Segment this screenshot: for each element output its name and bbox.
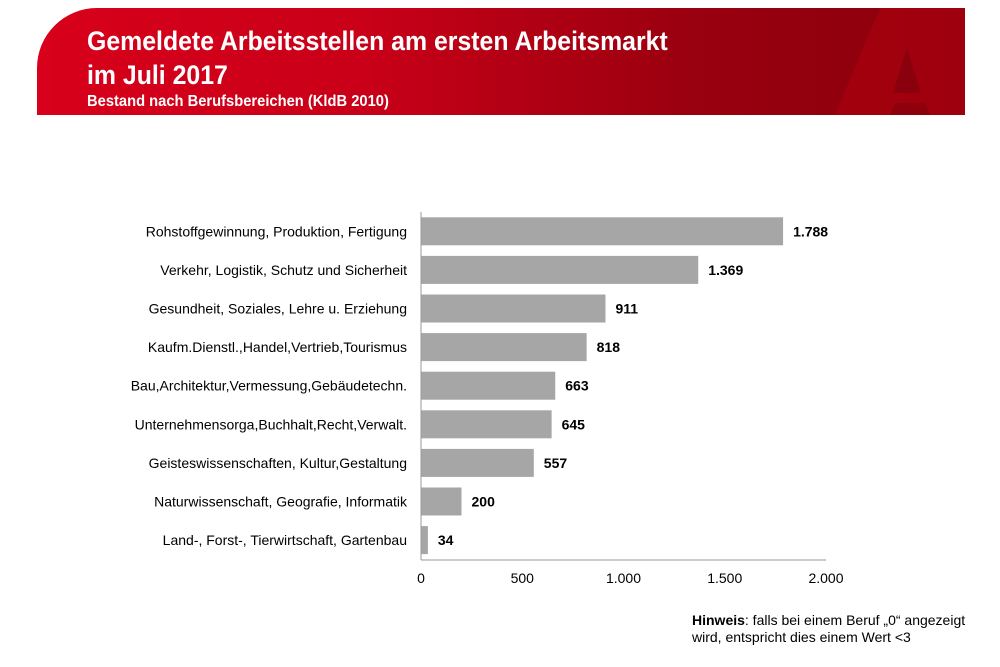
page-title: Gemeldete Arbeitsstellen am ersten Arbei… — [87, 26, 668, 90]
value-label: 818 — [597, 339, 621, 355]
value-label: 200 — [472, 494, 496, 510]
agency-logo-icon — [835, 8, 965, 115]
value-label: 1.369 — [708, 262, 743, 278]
category-label: Verkehr, Logistik, Schutz und Sicherheit — [160, 262, 407, 278]
bar — [421, 255, 699, 284]
category-label: Kaufm.Dienstl.,Handel,Vertrieb,Tourismus — [148, 339, 407, 355]
category-label: Land-, Forst-, Tierwirtschaft, Gartenbau — [163, 532, 407, 548]
bar-chart: Rohstoffgewinnung, Produktion, Fertigung… — [131, 212, 844, 586]
category-label: Unternehmensorga,Buchhalt,Recht,Verwalt. — [135, 416, 407, 432]
value-label: 34 — [438, 532, 454, 548]
bar — [421, 448, 534, 477]
bar — [421, 371, 556, 400]
value-label: 557 — [544, 455, 568, 471]
x-tick-label: 1.000 — [606, 570, 641, 586]
category-label: Gesundheit, Soziales, Lehre u. Erziehung — [149, 301, 407, 317]
value-label: 911 — [615, 301, 638, 317]
category-label: Rohstoffgewinnung, Produktion, Fertigung — [146, 223, 407, 239]
value-label: 1.788 — [793, 223, 828, 239]
x-tick-label: 500 — [511, 570, 535, 586]
bar — [421, 294, 606, 323]
page-subtitle: Bestand nach Berufsbereichen (KldB 2010) — [87, 93, 389, 110]
bar — [421, 217, 784, 246]
note-label: Hinweis — [692, 612, 745, 628]
x-tick-label: 2.000 — [808, 570, 843, 586]
header-banner: Gemeldete Arbeitsstellen am ersten Arbei… — [37, 8, 965, 115]
bar — [421, 410, 552, 439]
x-tick-label: 0 — [417, 570, 425, 586]
category-label: Bau,Architektur,Vermessung,Gebäudetechn. — [131, 378, 407, 394]
bar — [421, 526, 428, 555]
x-tick-label: 1.500 — [707, 570, 742, 586]
value-label: 663 — [565, 378, 589, 394]
category-label: Naturwissenschaft, Geografie, Informatik — [154, 494, 408, 510]
bar — [421, 487, 462, 516]
note-text: : falls bei einem Beruf „0“ angezeigt wi… — [692, 612, 966, 645]
bar — [421, 333, 587, 362]
value-label: 645 — [562, 416, 586, 432]
category-label: Geisteswissenschaften, Kultur,Gestaltung — [149, 455, 407, 471]
note: Hinweis: falls bei einem Beruf „0“ angez… — [692, 612, 972, 646]
